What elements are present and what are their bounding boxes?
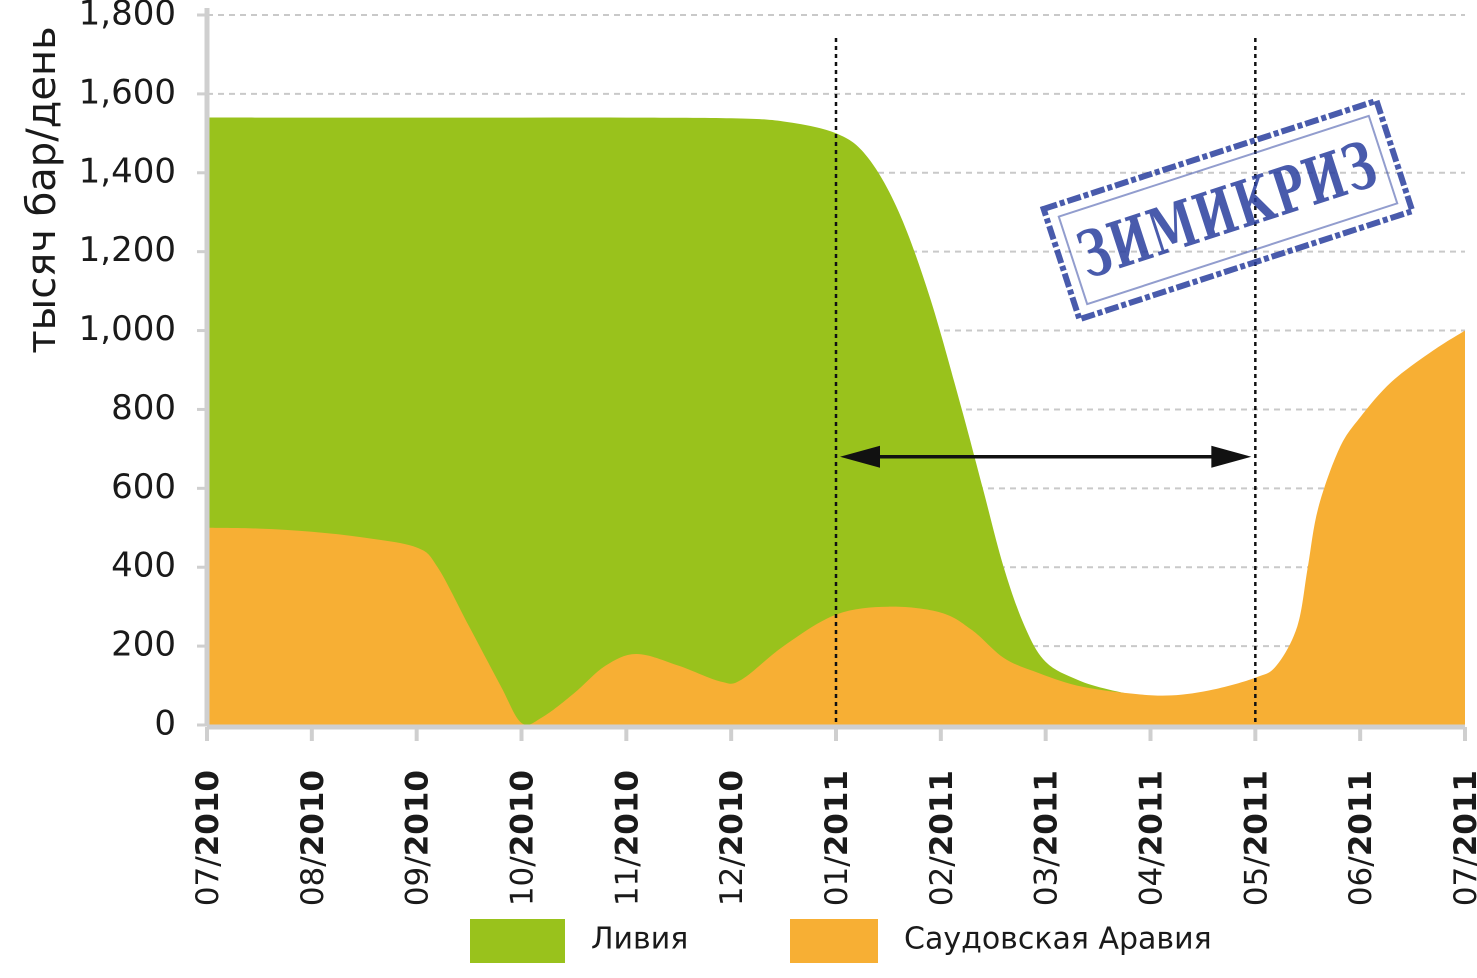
x-tick-label: 02/2011 [924, 770, 960, 906]
x-tick-year: 2010 [295, 770, 331, 856]
x-tick-label: 03/2011 [1029, 770, 1065, 906]
x-tick-label: 09/2010 [400, 770, 436, 906]
x-tick-label: 05/2011 [1238, 770, 1274, 906]
x-tick-year: 2010 [190, 770, 226, 856]
x-tick-label: 04/2011 [1134, 770, 1170, 906]
x-tick-month: 09/ [400, 856, 436, 906]
x-tick-year: 2010 [714, 770, 750, 856]
x-tick-year: 2011 [1238, 770, 1274, 856]
x-tick-month: 03/ [1029, 856, 1065, 906]
x-tick-month: 01/ [819, 856, 855, 906]
x-tick-label: 01/2011 [819, 770, 855, 906]
x-tick-label: 11/2010 [609, 770, 645, 906]
y-tick-label: 1,600 [79, 72, 176, 112]
arrow-head-left [840, 445, 880, 468]
y-tick-label: 600 [111, 467, 176, 507]
y-tick-label: 1,000 [79, 309, 176, 349]
stamp-border [1039, 96, 1417, 324]
x-tick-month: 07/ [1448, 856, 1477, 906]
x-tick-label: 07/2010 [190, 770, 226, 906]
x-tick-month: 05/ [1238, 856, 1274, 906]
x-tick-label: 10/2010 [505, 770, 541, 906]
x-tick-label: 06/2011 [1343, 770, 1379, 906]
legend-swatch-1 [470, 919, 565, 963]
x-tick-label: 07/2011 [1448, 770, 1477, 906]
x-tick-year: 2010 [609, 770, 645, 856]
x-tick-label: 08/2010 [295, 770, 331, 906]
stamp-graphic: ЗИМИКРИЗ [1039, 96, 1417, 324]
y-tick-labels: 0 200 400 600 800 1,000 1,200 1,400 1,600 1,800 [79, 0, 176, 744]
y-tick-label: 1,400 [79, 151, 176, 191]
y-tick-label: 800 [111, 388, 176, 428]
x-tick-year: 2010 [505, 770, 541, 856]
arrow-head-right [1211, 445, 1252, 468]
period-arrow [840, 445, 1252, 468]
x-tick-year: 2011 [1343, 770, 1379, 856]
x-tick-year: 2011 [1029, 770, 1065, 856]
legend-label-2: Саудовская Аравия [904, 922, 1212, 957]
x-tick-year: 2011 [1134, 770, 1170, 856]
y-tick-label: 1,800 [79, 0, 176, 34]
x-tick-month: 02/ [924, 856, 960, 906]
axes [197, 8, 1467, 741]
stamp-inner-border [1057, 114, 1399, 306]
x-tick-year: 2011 [819, 770, 855, 856]
x-tick-month: 12/ [714, 856, 750, 906]
y-tick-label: 0 [154, 704, 176, 744]
x-tick-label: 12/2010 [714, 770, 750, 906]
x-tick-month: 10/ [505, 856, 541, 906]
series-area-libya [207, 117, 1256, 725]
legend: Ливия Саудовская Аравия [470, 919, 1212, 963]
y-tick-label: 400 [111, 546, 176, 586]
x-tick-year: 2010 [400, 770, 436, 856]
y-tick-label: 1,200 [79, 230, 176, 270]
x-tick-month: 06/ [1343, 856, 1379, 906]
x-tick-month: 11/ [609, 856, 645, 906]
y-axis-label: тысяч бар/день [19, 26, 65, 353]
x-tick-month: 08/ [295, 856, 331, 906]
legend-swatch-2 [790, 919, 878, 963]
stamp: ЗИМИКРИЗ [1039, 96, 1417, 324]
x-tick-month: 04/ [1134, 856, 1170, 906]
legend-label-1: Ливия [591, 922, 688, 957]
x-tick-labels: 07/201008/201009/201010/201011/201012/20… [190, 770, 1477, 906]
x-tick-month: 07/ [190, 856, 226, 906]
x-tick-year: 2011 [924, 770, 960, 856]
x-tick-year: 2011 [1448, 770, 1477, 856]
y-tick-label: 200 [111, 625, 176, 665]
